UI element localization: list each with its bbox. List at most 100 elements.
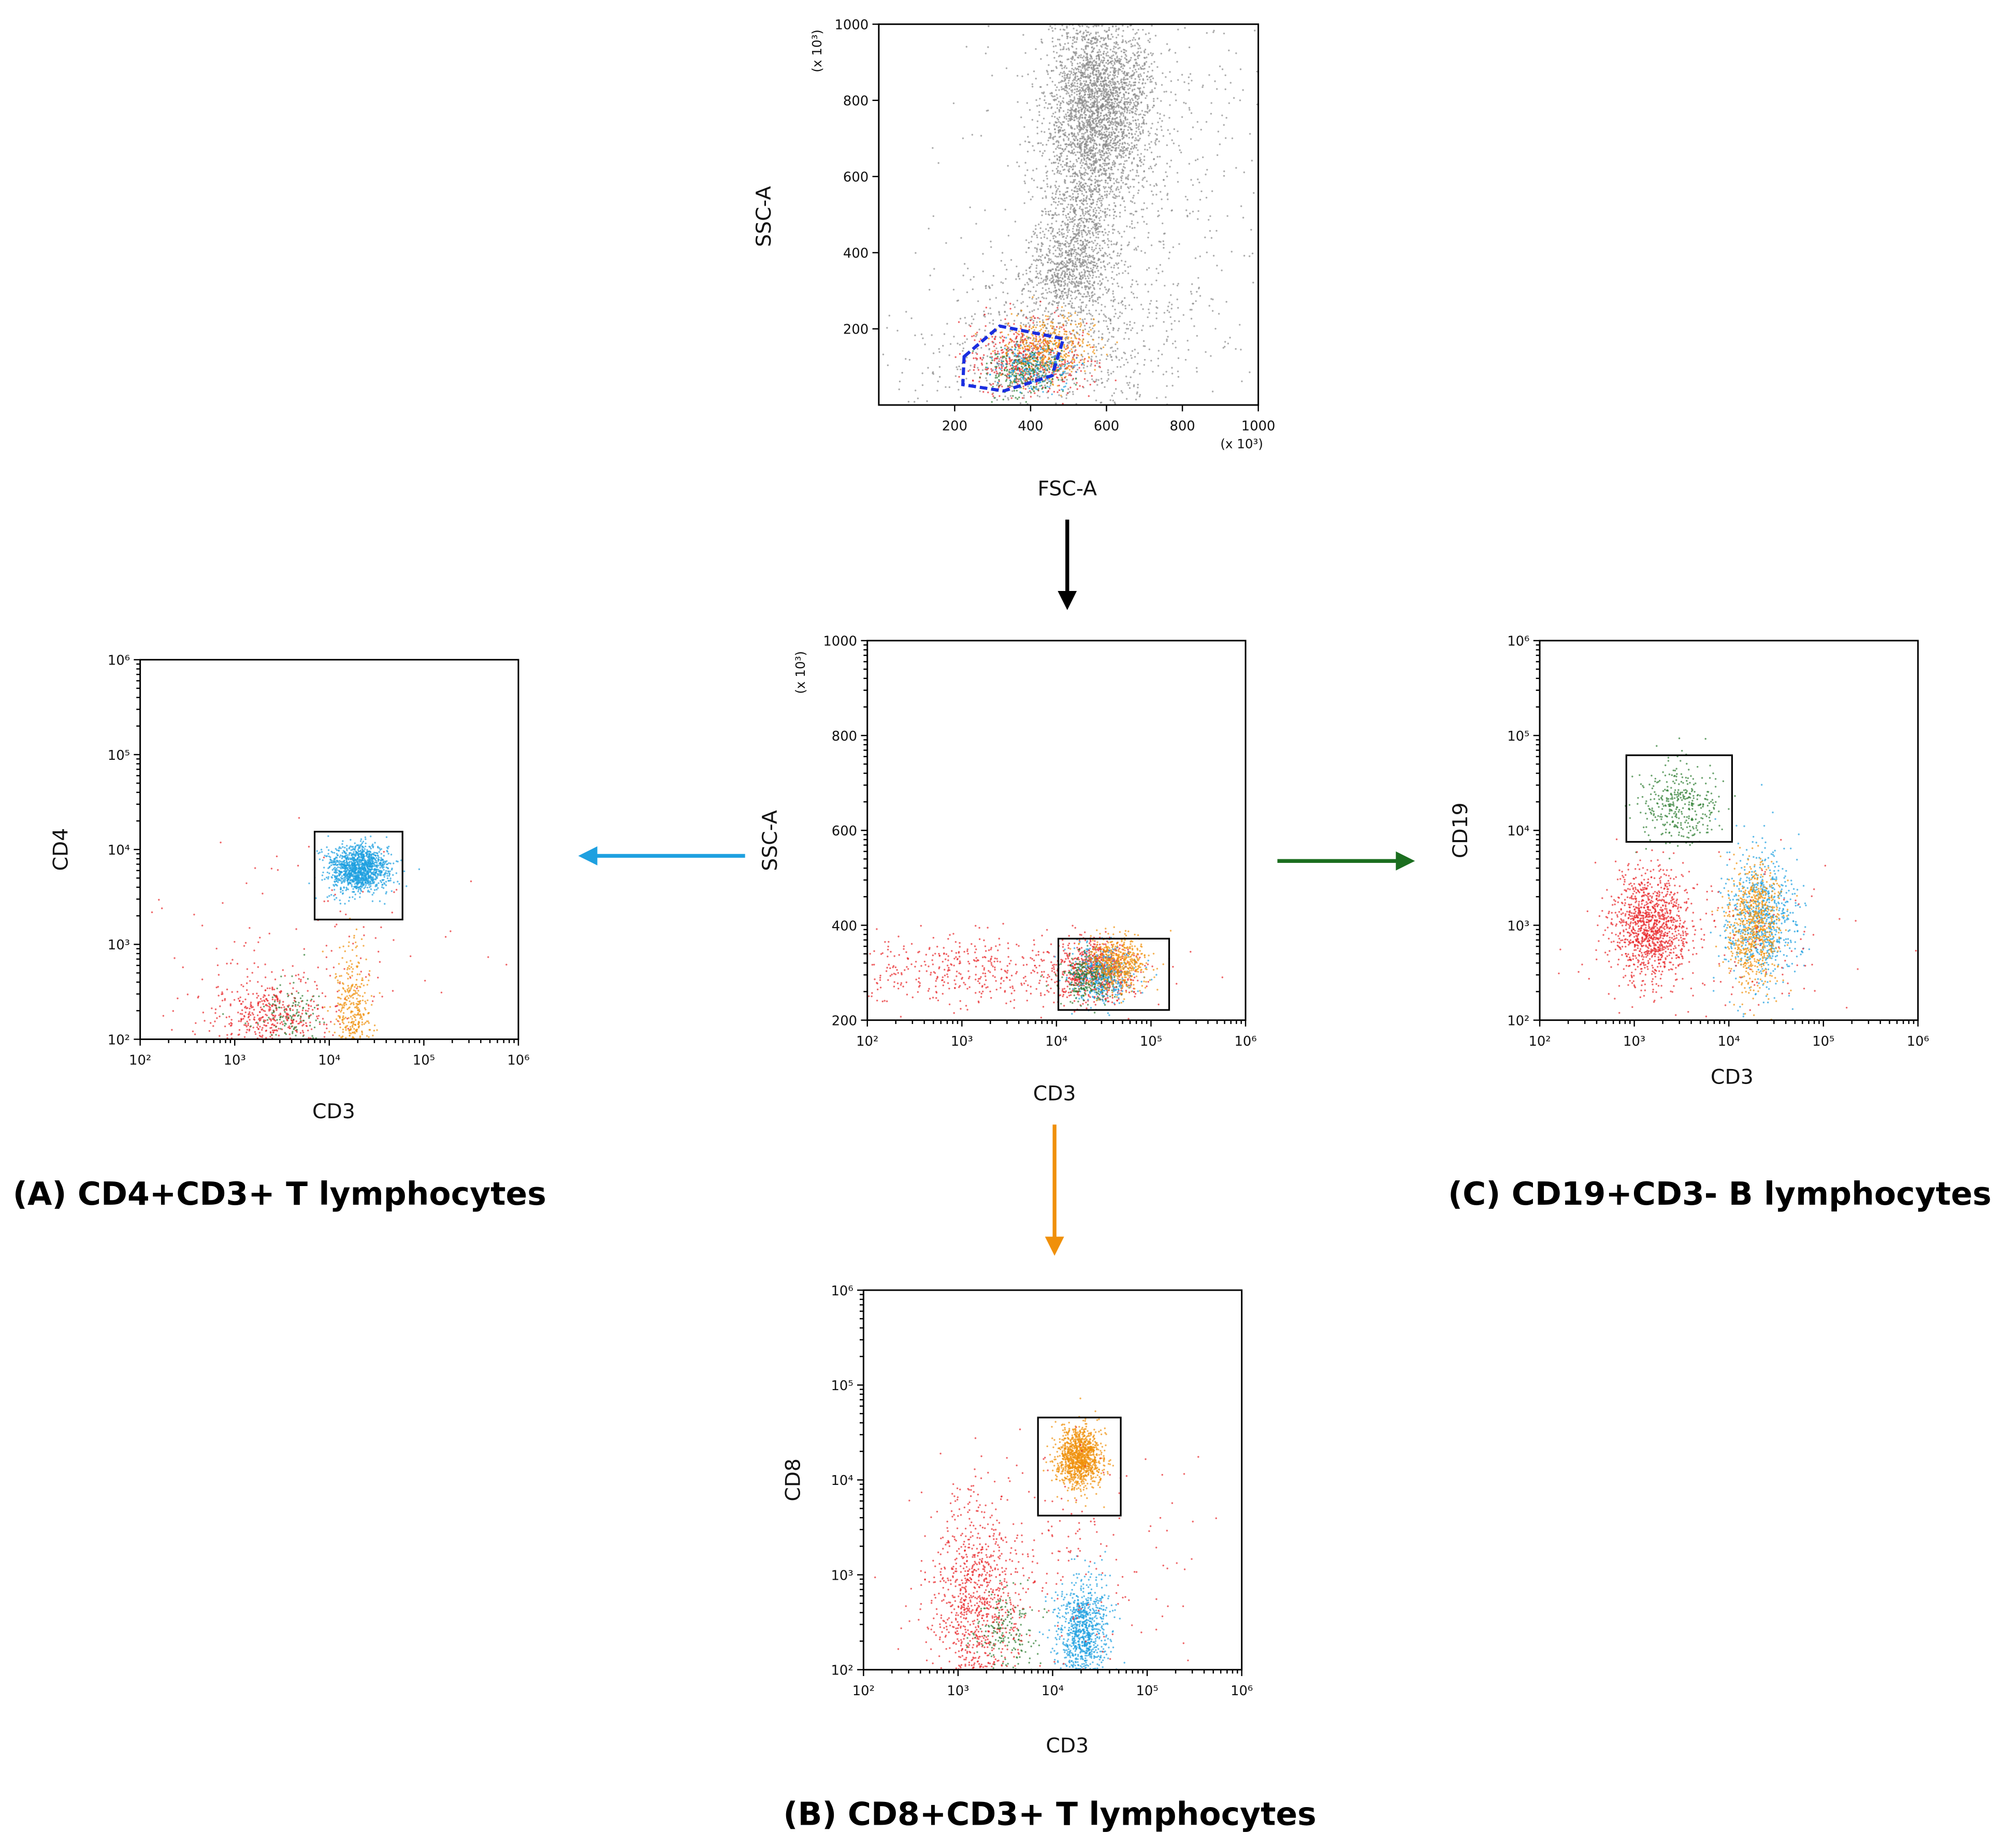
event-dot [1052, 261, 1054, 263]
event-dot [1116, 55, 1118, 57]
event-dot [1118, 62, 1120, 64]
event-dot [1105, 62, 1107, 64]
event-dot [1100, 84, 1103, 86]
event-dot [1118, 57, 1120, 60]
event-dot [1061, 75, 1064, 78]
event-dot [1153, 61, 1155, 63]
event-dot [1221, 114, 1223, 117]
event-dot [1105, 232, 1107, 234]
event-dot [1092, 146, 1094, 148]
event-dot [1132, 89, 1134, 91]
event-dot [1038, 114, 1040, 117]
event-dot [1108, 162, 1110, 164]
event-dot [1136, 64, 1138, 67]
event-dot [1137, 222, 1139, 224]
event-dot [1099, 359, 1101, 362]
event-dot [1101, 199, 1103, 202]
event-dot [1090, 206, 1092, 209]
event-dot [1156, 155, 1159, 158]
event-dot [1177, 376, 1180, 378]
event-dot [1040, 142, 1042, 145]
event-dot [1114, 85, 1116, 88]
event-dot [1052, 46, 1055, 48]
plot-panel: 200 400 600 800 10002004006008001000FSC-ASSC… [752, 18, 1276, 501]
event-dot [1063, 266, 1065, 268]
event-dot [908, 358, 911, 361]
event-dot [1205, 121, 1208, 123]
event-dot [1050, 281, 1052, 284]
event-dot [1088, 116, 1090, 118]
event-dot [1059, 170, 1061, 172]
event-dot [1083, 364, 1085, 366]
event-dot [1090, 255, 1093, 257]
event-dot [929, 288, 931, 291]
event-dot [1063, 70, 1065, 73]
event-dot [1034, 247, 1036, 249]
event-dot [1063, 302, 1065, 304]
event-dot [1105, 137, 1107, 139]
event-dot [1072, 36, 1074, 39]
event-dot [1111, 146, 1113, 148]
event-dot [1079, 62, 1081, 64]
event-dot [985, 377, 987, 379]
event-dot [1085, 200, 1088, 203]
event-dot [1059, 285, 1061, 287]
event-dot [1071, 133, 1073, 135]
event-dot [1074, 98, 1076, 100]
event-dot [1027, 283, 1030, 285]
event-dot [1110, 372, 1112, 374]
event-dot [1047, 323, 1049, 325]
event-dot [1127, 384, 1130, 386]
event-dot [1089, 280, 1091, 282]
event-dot [1074, 88, 1076, 91]
event-dot [1136, 98, 1139, 100]
event-dot [1098, 63, 1100, 65]
event-dot [1095, 232, 1097, 234]
event-dot [1120, 63, 1122, 65]
event-dot [1130, 56, 1132, 59]
event-dot [1070, 206, 1072, 208]
event-dot [1094, 91, 1096, 93]
event-dot [958, 388, 960, 391]
event-dot [1163, 91, 1165, 93]
event-dot [1120, 179, 1123, 182]
event-dot [1087, 293, 1089, 295]
event-dot [1212, 255, 1215, 257]
event-dot [1108, 86, 1111, 89]
event-dot [1183, 102, 1185, 104]
event-dot [1097, 297, 1099, 299]
event-dot [1065, 113, 1067, 116]
event-dot [1063, 262, 1065, 264]
event-dot [1128, 338, 1130, 340]
event-dot [1098, 219, 1101, 222]
event-dot [1107, 374, 1110, 376]
event-dot [1070, 99, 1073, 101]
event-dot [1060, 203, 1062, 205]
event-dot [1100, 195, 1103, 197]
event-dot [1113, 77, 1116, 79]
event-dot [1153, 98, 1155, 100]
event-dot [1108, 214, 1111, 216]
event-dot [1023, 395, 1025, 397]
event-dot [1111, 283, 1114, 285]
event-dot [1228, 49, 1230, 52]
event-dot [1035, 270, 1037, 272]
event-dot [1044, 384, 1046, 386]
event-dot [1133, 194, 1135, 197]
event-dot [1099, 126, 1101, 128]
event-dot [1053, 271, 1055, 274]
event-dot [1090, 323, 1092, 325]
event-dot [1075, 146, 1077, 148]
event-dot [1137, 47, 1139, 50]
event-dot [1128, 191, 1131, 193]
event-dot [1093, 112, 1096, 114]
event-dot [1055, 207, 1057, 209]
event-dot [1052, 300, 1054, 302]
event-dot [1084, 76, 1087, 78]
event-dot [1083, 31, 1085, 34]
event-dot [1160, 100, 1162, 102]
event-dot [1066, 260, 1068, 262]
event-dot [1051, 223, 1053, 225]
event-dot [1022, 324, 1025, 326]
event-dot [1105, 31, 1107, 33]
